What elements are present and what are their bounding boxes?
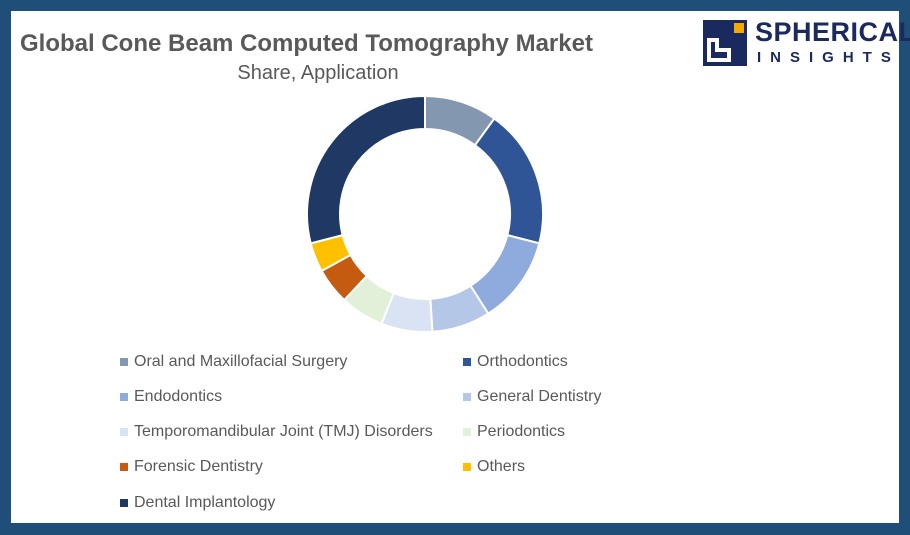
legend-label: Periodontics bbox=[477, 423, 566, 440]
legend-label: Forensic Dentistry bbox=[134, 458, 263, 475]
legend-item: General Dentistry bbox=[463, 387, 602, 407]
legend-label: Oral and Maxillofacial Surgery bbox=[134, 353, 348, 370]
spherical-insights-logo: SPHERICAL INSIGHTS bbox=[703, 17, 910, 70]
legend-item: Endodontics bbox=[120, 387, 222, 407]
legend-label: Temporomandibular Joint (TMJ) Disorders bbox=[134, 423, 433, 440]
legend-swatch bbox=[463, 463, 471, 471]
legend-item: Forensic Dentistry bbox=[120, 457, 263, 477]
legend-swatch bbox=[463, 358, 471, 366]
legend-label: Others bbox=[477, 458, 526, 475]
legend-item: Periodontics bbox=[463, 422, 565, 442]
legend-swatch bbox=[120, 393, 128, 401]
legend-item: Orthodontics bbox=[463, 352, 568, 372]
chart-subtitle: Share, Application bbox=[237, 62, 399, 84]
legend-label: Endodontics bbox=[134, 388, 223, 405]
legend-item: Temporomandibular Joint (TMJ) Disorders bbox=[120, 422, 433, 442]
legend-label: Orthodontics bbox=[477, 353, 568, 370]
legend-item: Dental Implantology bbox=[120, 493, 275, 513]
logo-mark-icon bbox=[703, 20, 747, 66]
legend-item: Others bbox=[463, 457, 525, 477]
logo-text-spherical: SPHERICAL bbox=[755, 17, 910, 47]
legend-swatch bbox=[120, 358, 128, 366]
legend-swatch bbox=[463, 393, 471, 401]
legend-swatch bbox=[463, 428, 471, 436]
legend-swatch bbox=[120, 428, 128, 436]
chart-frame bbox=[11, 11, 899, 523]
legend-item: Oral and Maxillofacial Surgery bbox=[120, 352, 347, 372]
logo-text-insights: INSIGHTS bbox=[757, 49, 900, 66]
legend-label: General Dentistry bbox=[477, 388, 602, 405]
chart-title: Global Cone Beam Computed Tomography Mar… bbox=[20, 30, 593, 57]
legend-swatch bbox=[120, 499, 128, 507]
legend-label: Dental Implantology bbox=[134, 494, 276, 511]
legend-swatch bbox=[120, 463, 128, 471]
